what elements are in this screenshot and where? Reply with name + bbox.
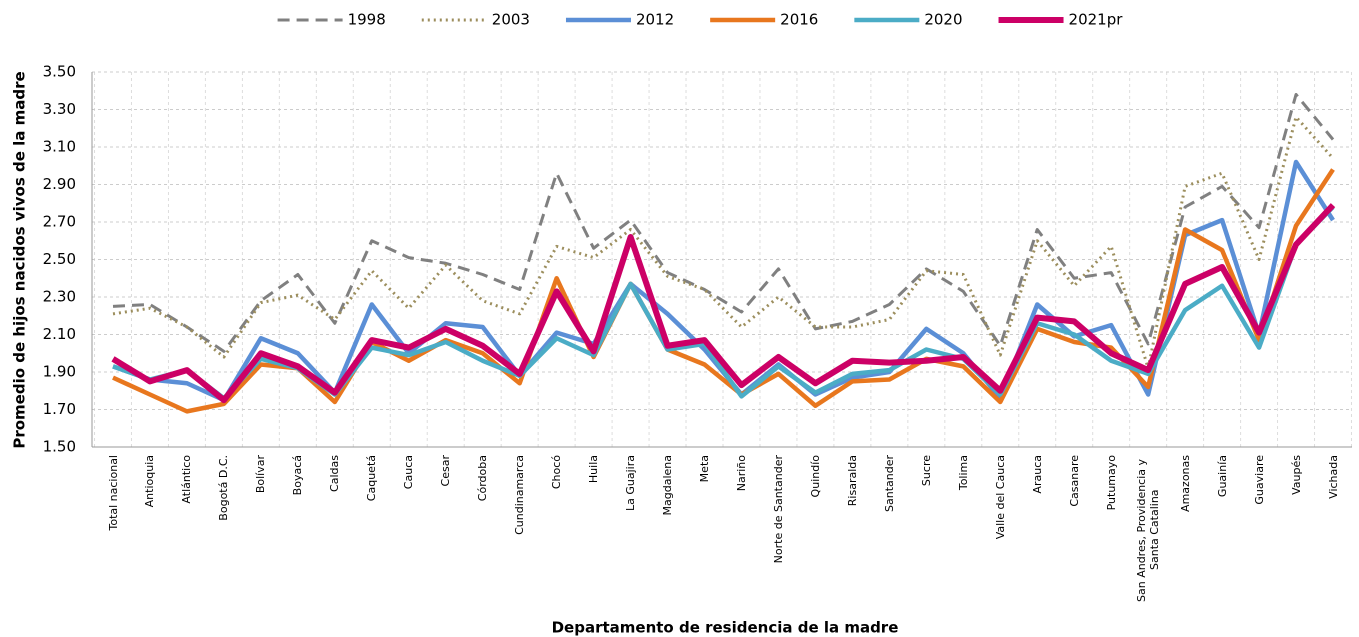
- y-axis-title: Promedio de hijos nacidos vivos de la ma…: [11, 71, 29, 448]
- x-axis-title: Departamento de residencia de la madre: [552, 619, 899, 637]
- x-tick-label: Huila: [587, 455, 601, 484]
- x-tick-label: Bolívar: [254, 455, 268, 494]
- x-tick-label: Risaralda: [845, 455, 859, 507]
- x-tick-label: Tolima: [956, 455, 970, 491]
- x-tick-label: Putumayo: [1104, 455, 1118, 511]
- x-tick-label: Magdalena: [661, 455, 675, 516]
- series-line: [112, 115, 1335, 370]
- legend-label: 2012: [636, 11, 674, 29]
- series-line: [112, 93, 1335, 353]
- x-tick-label: Caquetá: [365, 455, 379, 502]
- x-tick-label: Total nacional: [106, 455, 120, 531]
- y-tick-label: 3.30: [43, 100, 76, 118]
- x-tick-label: Vaupés: [1289, 455, 1303, 495]
- x-tick-label: Nariño: [734, 455, 748, 492]
- y-tick-label: 1.70: [43, 400, 76, 418]
- y-tick-label: 2.30: [43, 288, 76, 306]
- x-tick-label: Bogotá D.C.: [217, 455, 231, 521]
- x-tick-label: Chocó: [550, 455, 564, 490]
- x-tick-label: Norte de Santander: [771, 455, 785, 564]
- x-tick-label: Guainía: [1215, 455, 1229, 498]
- x-tick-label: Cauca: [402, 455, 416, 490]
- x-tick-label: Guaviare: [1252, 455, 1266, 505]
- x-tick-label: Sucre: [919, 455, 933, 487]
- x-tick-label: Quindío: [808, 455, 822, 498]
- x-tick-label: Boyacá: [291, 455, 305, 496]
- x-tick-label: Córdoba: [476, 455, 490, 502]
- x-tick-label: Cesar: [439, 455, 453, 487]
- x-tick-label: Caldas: [328, 455, 342, 492]
- legend-label: 2021pr: [1069, 11, 1124, 29]
- x-tick-label: San Andres, Providencia y Santa Catalina: [1135, 458, 1162, 602]
- x-tick-label: La Guajira: [624, 455, 638, 511]
- y-tick-label: 2.10: [43, 325, 76, 343]
- legend-label: 2016: [780, 11, 818, 29]
- x-tick-label: Valle del Cauca: [993, 455, 1007, 540]
- x-tick-label: Vichada: [1326, 455, 1340, 499]
- y-tick-label: 3.10: [43, 138, 76, 156]
- x-tick-label: Cundinamarca: [513, 455, 527, 535]
- legend-label: 2020: [924, 11, 962, 29]
- x-tick-label: Casanare: [1067, 455, 1081, 507]
- y-tick-label: 2.50: [43, 250, 76, 268]
- x-tick-label: Santander: [882, 455, 896, 512]
- y-tick-label: 1.50: [43, 438, 76, 456]
- legend-label: 1998: [348, 11, 386, 29]
- x-tick-label: Atlántico: [180, 455, 194, 504]
- x-tick-label: Amazonas: [1178, 455, 1192, 512]
- series-line: [111, 203, 1336, 404]
- x-tick-label: Meta: [698, 455, 711, 483]
- x-tick-label: Antioquia: [143, 455, 157, 508]
- y-tick-label: 1.90: [43, 363, 76, 381]
- x-tick-label: Arauca: [1030, 455, 1044, 494]
- y-tick-label: 2.70: [43, 213, 76, 231]
- legend-label: 2003: [492, 11, 530, 29]
- y-tick-label: 2.90: [43, 175, 76, 193]
- y-tick-label: 3.50: [43, 63, 76, 81]
